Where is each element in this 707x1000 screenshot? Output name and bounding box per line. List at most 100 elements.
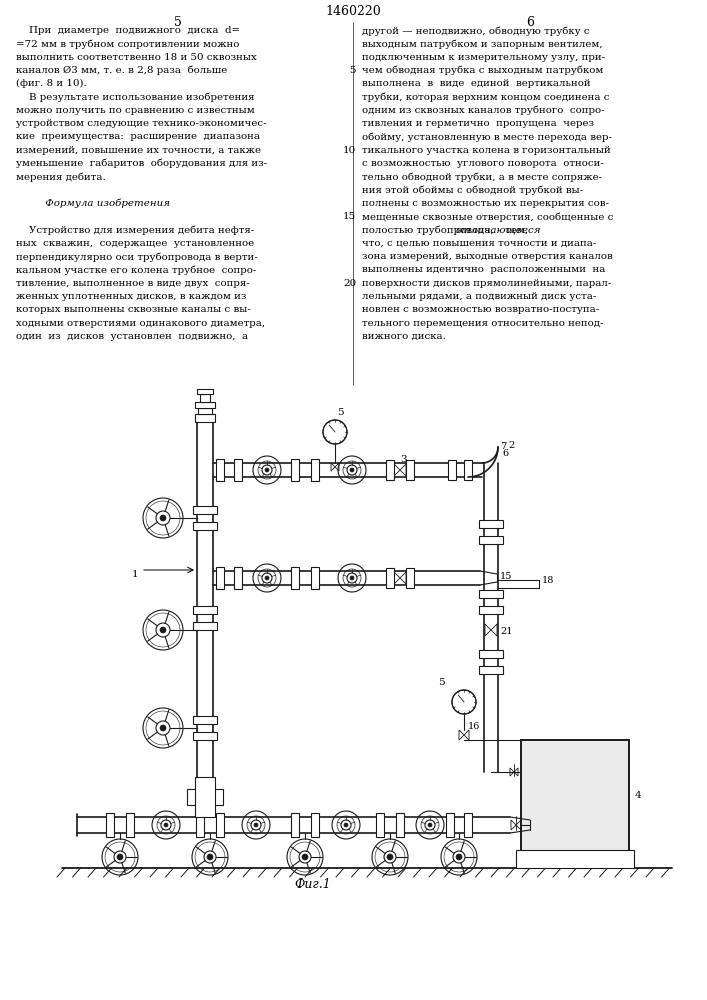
Text: перпендикулярно оси трубопровода в верти-: перпендикулярно оси трубопровода в верти…: [16, 252, 258, 262]
Bar: [195, 414, 215, 422]
Text: лельными рядами, а подвижный диск уста-: лельными рядами, а подвижный диск уста-: [362, 292, 597, 301]
Text: тельного перемещения относительно непод-: тельного перемещения относительно непод-: [362, 319, 604, 328]
Text: выходным патрубком и запорным вентилем,: выходным патрубком и запорным вентилем,: [362, 39, 602, 49]
Bar: [406, 568, 414, 588]
Text: что, с целью повышения точности и диапа-: что, с целью повышения точности и диапа-: [362, 239, 597, 248]
Text: которых выполнены сквозные каналы с вы-: которых выполнены сквозные каналы с вы-: [16, 305, 251, 314]
Circle shape: [323, 420, 347, 444]
Bar: [479, 520, 503, 528]
Text: 1460220: 1460220: [325, 5, 381, 18]
Text: полостью трубопровода,: полостью трубопровода,: [362, 226, 497, 235]
Text: 15: 15: [500, 572, 513, 581]
Circle shape: [265, 468, 269, 472]
Text: 6: 6: [502, 449, 508, 458]
Bar: [311, 813, 319, 837]
Text: мещенные сквозные отверстия, сообщенные с: мещенные сквозные отверстия, сообщенные …: [362, 212, 614, 222]
Bar: [448, 460, 456, 480]
Bar: [521, 740, 629, 852]
Bar: [126, 813, 134, 837]
Text: измерений, повышение их точности, а также: измерений, повышение их точности, а такж…: [16, 146, 261, 155]
Bar: [386, 568, 394, 588]
Text: 15: 15: [343, 212, 356, 221]
Text: 5: 5: [337, 408, 344, 417]
Text: трубки, которая верхним концом соединена с: трубки, которая верхним концом соединена…: [362, 93, 609, 102]
Bar: [479, 536, 503, 544]
Polygon shape: [511, 820, 516, 830]
Text: с возможностью  углового поворота  относи-: с возможностью углового поворота относи-: [362, 159, 604, 168]
Text: тивления и герметично  пропущена  через: тивления и герметично пропущена через: [362, 119, 594, 128]
Text: полнены с возможностью их перекрытия сов-: полнены с возможностью их перекрытия сов…: [362, 199, 609, 208]
Text: 3: 3: [400, 455, 407, 464]
Text: В результате использование изобретения: В результате использование изобретения: [16, 93, 255, 102]
Text: мерения дебита.: мерения дебита.: [16, 172, 106, 182]
Text: 1: 1: [132, 570, 138, 579]
Bar: [196, 813, 204, 837]
Circle shape: [160, 515, 166, 521]
Circle shape: [344, 823, 348, 827]
Text: 7: 7: [500, 442, 506, 451]
Bar: [479, 606, 503, 614]
Text: обойму, установленную в месте перехода вер-: обойму, установленную в месте перехода в…: [362, 132, 612, 142]
Bar: [187, 789, 223, 805]
Bar: [193, 606, 217, 614]
Text: тикального участка колена в горизонтальный: тикального участка колена в горизонтальн…: [362, 146, 611, 155]
Circle shape: [350, 468, 354, 472]
Polygon shape: [514, 768, 518, 776]
Text: 21: 21: [500, 628, 513, 637]
Bar: [195, 777, 215, 817]
Text: отличающееся: отличающееся: [455, 226, 541, 234]
Bar: [311, 567, 319, 589]
Bar: [197, 389, 213, 394]
Bar: [291, 567, 299, 589]
Circle shape: [350, 576, 354, 580]
Text: тельно обводной трубки, а в месте сопряже-: тельно обводной трубки, а в месте сопряж…: [362, 172, 602, 182]
Text: 18: 18: [542, 576, 554, 585]
Bar: [193, 622, 217, 630]
Bar: [193, 506, 217, 514]
Bar: [386, 460, 394, 480]
Text: чем обводная трубка с выходным патрубком: чем обводная трубка с выходным патрубком: [362, 66, 603, 75]
Text: поверхности дисков прямолинейными, парал-: поверхности дисков прямолинейными, парал…: [362, 279, 612, 288]
Text: тем,: тем,: [502, 226, 528, 234]
Bar: [195, 402, 215, 408]
Text: другой — неподвижно, обводную трубку с: другой — неподвижно, обводную трубку с: [362, 26, 590, 35]
Text: Устройство для измерения дебита нефтя-: Устройство для измерения дебита нефтя-: [16, 226, 255, 235]
Polygon shape: [510, 768, 514, 776]
Text: новлен с возможностью возвратно-поступа-: новлен с возможностью возвратно-поступа-: [362, 305, 600, 314]
Text: Формула изобретения: Формула изобретения: [16, 199, 170, 208]
Bar: [516, 850, 634, 868]
Text: кальном участке его колена трубное  сопро-: кальном участке его колена трубное сопро…: [16, 265, 257, 275]
Bar: [234, 567, 242, 589]
Circle shape: [265, 576, 269, 580]
Bar: [406, 460, 414, 480]
Bar: [216, 813, 224, 837]
Bar: [193, 522, 217, 530]
Bar: [479, 590, 503, 598]
Text: вижного диска.: вижного диска.: [362, 332, 446, 341]
Circle shape: [456, 854, 462, 860]
Bar: [193, 716, 217, 724]
Text: зона измерений, выходные отверстия каналов: зона измерений, выходные отверстия канал…: [362, 252, 613, 261]
Text: уменьшение  габаритов  оборудования для из-: уменьшение габаритов оборудования для из…: [16, 159, 267, 168]
Text: 4: 4: [635, 792, 642, 800]
Bar: [291, 813, 299, 837]
Text: 20: 20: [343, 279, 356, 288]
Circle shape: [207, 854, 213, 860]
Text: подключенным к измерительному узлу, при-: подключенным к измерительному узлу, при-: [362, 53, 605, 62]
Circle shape: [117, 854, 123, 860]
Circle shape: [254, 823, 258, 827]
Text: каналов Ø3 мм, т. е. в 2,8 раза  больше: каналов Ø3 мм, т. е. в 2,8 раза больше: [16, 66, 227, 75]
Circle shape: [302, 854, 308, 860]
Bar: [464, 813, 472, 837]
Bar: [376, 813, 384, 837]
Text: =72 мм в трубном сопротивлении можно: =72 мм в трубном сопротивлении можно: [16, 39, 240, 49]
Circle shape: [160, 725, 166, 731]
Bar: [464, 460, 472, 480]
Bar: [479, 650, 503, 658]
Text: (фиг. 8 и 10).: (фиг. 8 и 10).: [16, 79, 87, 88]
Bar: [396, 813, 404, 837]
Bar: [193, 732, 217, 740]
Text: Фиг.1: Фиг.1: [295, 878, 332, 891]
Circle shape: [164, 823, 168, 827]
Bar: [216, 567, 224, 589]
